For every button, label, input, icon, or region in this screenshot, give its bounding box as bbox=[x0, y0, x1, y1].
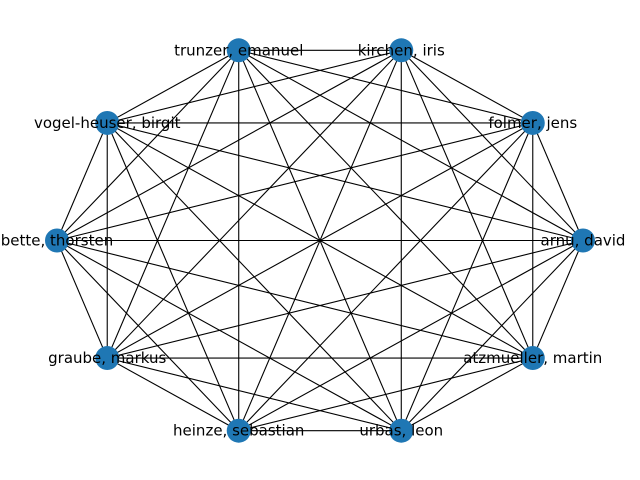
node-trunzer[interactable] bbox=[226, 38, 251, 63]
edges-layer bbox=[56, 49, 584, 432]
edge-trunzer-arnu bbox=[238, 49, 584, 241]
node-label-bette: bette, thorsten bbox=[1, 232, 113, 250]
edge-bette-graube bbox=[56, 240, 108, 359]
edge-bette-atzmueller bbox=[56, 239, 533, 359]
node-label-graube: graube, markus bbox=[48, 349, 166, 367]
edge-heinze-atzmueller bbox=[238, 357, 533, 432]
node-label-heinze: heinze, sebastian bbox=[173, 422, 304, 440]
edge-urbas-folmer bbox=[400, 122, 534, 431]
node-label-folmer: folmer, jens bbox=[488, 114, 577, 132]
edge-bette-folmer bbox=[56, 122, 533, 242]
edge-arnu-folmer bbox=[532, 122, 584, 241]
edge-vogel-heuser-heinze bbox=[106, 122, 240, 431]
edge-vogel-heuser-arnu bbox=[107, 122, 584, 242]
node-graube[interactable] bbox=[95, 346, 120, 371]
edge-kirchen-folmer bbox=[401, 49, 534, 124]
node-atzmueller[interactable] bbox=[520, 346, 545, 371]
node-label-trunzer: trunzer, emanuel bbox=[174, 41, 303, 59]
edge-graube-urbas bbox=[107, 357, 402, 432]
edge-urbas-arnu bbox=[400, 240, 584, 432]
edge-graube-heinze bbox=[106, 357, 239, 432]
edge-heinze-arnu bbox=[238, 240, 584, 432]
edge-kirchen-bette bbox=[56, 49, 402, 241]
node-vogel-heuser[interactable] bbox=[95, 110, 120, 135]
edge-trunzer-vogel-heuser bbox=[106, 49, 239, 124]
edge-kirchen-atzmueller bbox=[400, 50, 534, 359]
node-label-atzmueller: atzmueller, martin bbox=[463, 349, 602, 367]
node-kirchen[interactable] bbox=[389, 38, 414, 63]
edge-vogel-heuser-bette bbox=[56, 122, 108, 241]
nodes-layer bbox=[45, 38, 595, 443]
node-label-kirchen: kirchen, iris bbox=[358, 41, 445, 59]
node-label-arnu: arnu, david bbox=[541, 232, 626, 250]
node-label-vogel-heuser: vogel-heuser, birgit bbox=[34, 114, 181, 132]
node-bette[interactable] bbox=[45, 228, 69, 253]
edge-trunzer-graube bbox=[106, 50, 240, 359]
node-folmer[interactable] bbox=[520, 110, 545, 135]
edge-bette-urbas bbox=[56, 240, 402, 432]
labels-layer: kirchen, iris trunzer, emanuel vogel-heuse… bbox=[1, 41, 626, 439]
edge-urbas-atzmueller bbox=[401, 357, 534, 432]
edge-graube-arnu bbox=[107, 239, 584, 359]
edge-atzmueller-arnu bbox=[532, 240, 584, 359]
node-urbas[interactable] bbox=[389, 418, 414, 443]
edge-trunzer-folmer bbox=[238, 49, 533, 124]
edge-heinze-folmer bbox=[238, 122, 534, 432]
node-label-urbas: urbas, leon bbox=[359, 422, 443, 440]
node-heinze[interactable] bbox=[226, 418, 251, 443]
edge-graube-folmer bbox=[106, 122, 534, 359]
node-arnu[interactable] bbox=[571, 228, 595, 253]
